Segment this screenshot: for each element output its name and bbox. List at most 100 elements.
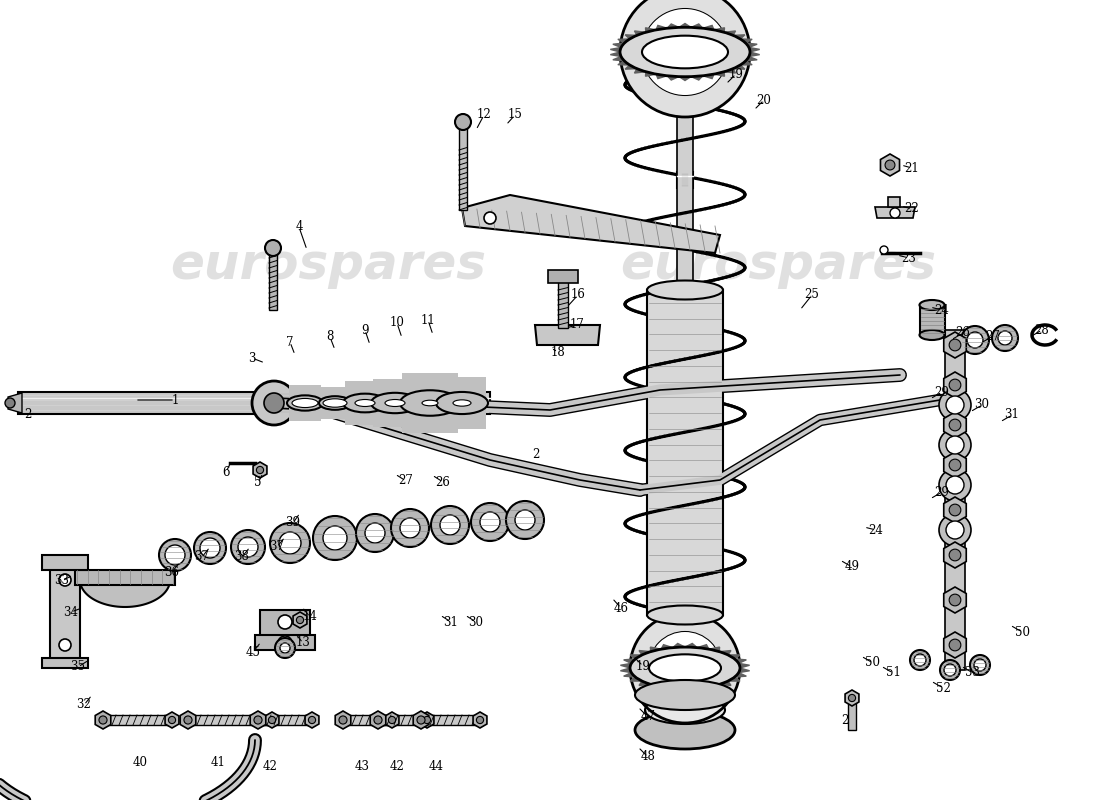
Polygon shape — [373, 379, 417, 427]
Text: 47: 47 — [640, 710, 656, 723]
Circle shape — [314, 516, 358, 560]
Circle shape — [254, 716, 262, 724]
Text: 31: 31 — [443, 615, 459, 629]
Circle shape — [949, 594, 961, 606]
Circle shape — [99, 716, 107, 724]
Circle shape — [880, 246, 888, 254]
Circle shape — [886, 160, 895, 170]
Circle shape — [949, 504, 961, 516]
Polygon shape — [714, 72, 725, 76]
Circle shape — [939, 389, 971, 421]
Text: 21: 21 — [904, 162, 920, 174]
Polygon shape — [724, 31, 736, 35]
Text: 19: 19 — [728, 67, 744, 81]
Text: 24: 24 — [869, 523, 883, 537]
Ellipse shape — [671, 686, 698, 703]
Text: 40: 40 — [132, 755, 147, 769]
Polygon shape — [668, 76, 679, 80]
Ellipse shape — [657, 686, 713, 703]
Circle shape — [270, 523, 310, 563]
Polygon shape — [697, 687, 708, 691]
Text: 50: 50 — [866, 657, 880, 670]
Polygon shape — [944, 497, 966, 523]
Polygon shape — [270, 250, 277, 310]
Polygon shape — [944, 587, 966, 613]
Text: 2: 2 — [532, 449, 540, 462]
Polygon shape — [945, 330, 965, 670]
Circle shape — [6, 398, 15, 408]
Text: 37: 37 — [195, 550, 209, 563]
Ellipse shape — [620, 27, 750, 77]
Circle shape — [974, 659, 986, 671]
Polygon shape — [620, 668, 631, 673]
Polygon shape — [874, 207, 915, 218]
Polygon shape — [746, 43, 757, 47]
Text: 29: 29 — [935, 386, 949, 398]
Text: 1: 1 — [172, 394, 178, 406]
Text: 18: 18 — [551, 346, 565, 358]
Polygon shape — [459, 125, 468, 210]
Polygon shape — [371, 711, 386, 729]
Polygon shape — [618, 61, 629, 65]
Polygon shape — [738, 668, 749, 673]
Ellipse shape — [649, 654, 720, 682]
Ellipse shape — [630, 647, 740, 689]
Circle shape — [471, 503, 509, 541]
Polygon shape — [679, 23, 691, 27]
Circle shape — [949, 639, 961, 651]
Polygon shape — [438, 377, 486, 429]
Circle shape — [946, 476, 964, 494]
Polygon shape — [728, 655, 740, 659]
Polygon shape — [18, 392, 270, 414]
Polygon shape — [738, 663, 749, 668]
Polygon shape — [96, 711, 111, 729]
Polygon shape — [944, 632, 966, 658]
Circle shape — [967, 332, 983, 348]
Polygon shape — [558, 278, 568, 328]
Circle shape — [417, 716, 425, 724]
Polygon shape — [185, 715, 275, 725]
Polygon shape — [656, 74, 668, 78]
Circle shape — [620, 0, 750, 117]
Polygon shape — [80, 575, 170, 607]
Circle shape — [939, 514, 971, 546]
Ellipse shape — [635, 680, 735, 710]
Polygon shape — [274, 392, 490, 414]
Polygon shape — [719, 650, 732, 655]
Polygon shape — [625, 35, 637, 39]
Polygon shape — [944, 542, 966, 568]
Circle shape — [939, 469, 971, 501]
Polygon shape — [613, 43, 625, 47]
Text: 41: 41 — [210, 757, 225, 770]
Polygon shape — [679, 77, 691, 81]
Ellipse shape — [323, 399, 346, 407]
Ellipse shape — [436, 392, 488, 414]
Polygon shape — [635, 31, 646, 35]
Polygon shape — [735, 673, 747, 677]
Polygon shape — [944, 332, 966, 358]
Text: 26: 26 — [436, 475, 450, 489]
Text: 51: 51 — [886, 666, 901, 679]
Text: 17: 17 — [570, 318, 584, 331]
Polygon shape — [888, 197, 900, 207]
Circle shape — [940, 660, 960, 680]
Text: 7: 7 — [286, 335, 294, 349]
Polygon shape — [691, 24, 703, 28]
Text: eurospares: eurospares — [170, 241, 486, 289]
Circle shape — [160, 539, 191, 571]
Text: 5: 5 — [254, 477, 262, 490]
Polygon shape — [845, 690, 859, 706]
Circle shape — [194, 532, 226, 564]
Text: 48: 48 — [640, 750, 656, 763]
Polygon shape — [673, 688, 685, 693]
Polygon shape — [265, 712, 279, 728]
Polygon shape — [180, 711, 196, 729]
Ellipse shape — [647, 281, 723, 299]
Circle shape — [961, 326, 989, 354]
Circle shape — [914, 654, 926, 666]
Circle shape — [400, 518, 420, 538]
Polygon shape — [613, 57, 625, 61]
Polygon shape — [848, 700, 856, 730]
Circle shape — [231, 530, 265, 564]
Circle shape — [388, 717, 396, 723]
